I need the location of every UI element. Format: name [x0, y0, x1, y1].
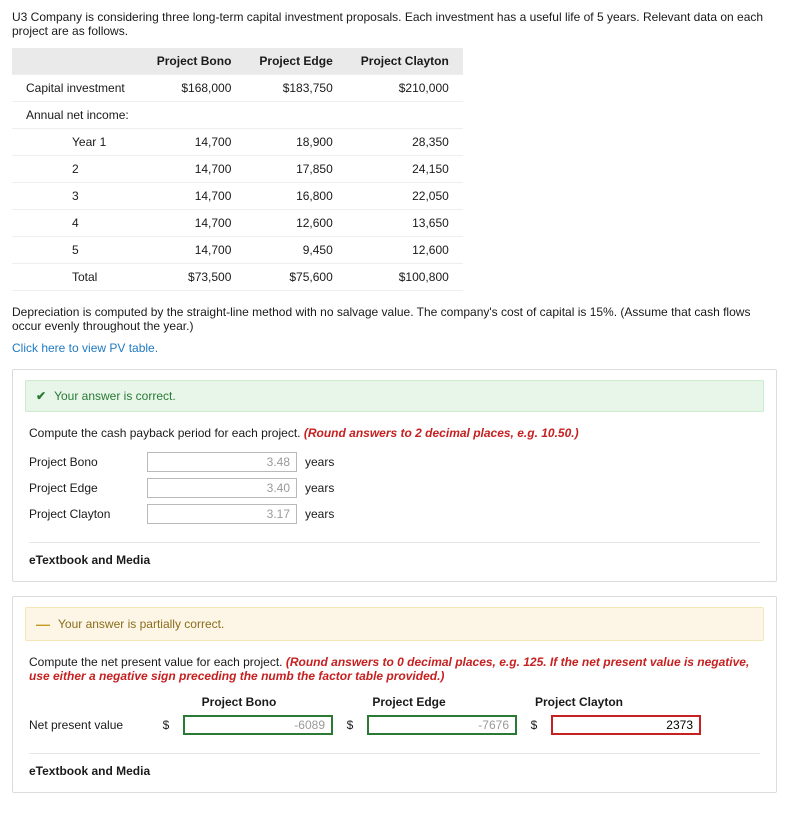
- col-blank: [12, 48, 143, 75]
- payback-label: Project Edge: [29, 481, 139, 495]
- dollar-1: $: [159, 718, 173, 732]
- table-cell: 28,350: [347, 129, 463, 156]
- table-row-label: 2: [12, 156, 143, 183]
- table-row-label: 3: [12, 183, 143, 210]
- total-bono: $73,500: [143, 264, 246, 291]
- table-cell: 22,050: [347, 183, 463, 210]
- table-cell: $210,000: [347, 75, 463, 102]
- table-cell: $168,000: [143, 75, 246, 102]
- payback-label: Project Bono: [29, 455, 139, 469]
- table-cell: 9,450: [245, 237, 346, 264]
- col-edge: Project Edge: [245, 48, 346, 75]
- table-cell: 24,150: [347, 156, 463, 183]
- card-npv: — Your answer is partially correct. Comp…: [12, 596, 777, 793]
- npv-prompt-plain: Compute the net present value for each p…: [29, 655, 286, 669]
- table-cell: 13,650: [347, 210, 463, 237]
- payback-prompt: Compute the cash payback period for each…: [29, 426, 760, 440]
- dollar-3: $: [527, 718, 541, 732]
- npv-input-bono[interactable]: -6089: [183, 715, 333, 735]
- payback-unit: years: [305, 455, 334, 469]
- table-cell: [245, 102, 346, 129]
- total-edge: $75,600: [245, 264, 346, 291]
- check-icon: ✔: [36, 389, 46, 403]
- table-row-label: Capital investment: [12, 75, 143, 102]
- table-cell: 17,850: [245, 156, 346, 183]
- table-cell: 14,700: [143, 183, 246, 210]
- payback-input[interactable]: 3.40: [147, 478, 297, 498]
- col-bono: Project Bono: [143, 48, 246, 75]
- depreciation-note: Depreciation is computed by the straight…: [12, 305, 777, 333]
- payback-unit: years: [305, 481, 334, 495]
- card-payback: ✔ Your answer is correct. Compute the ca…: [12, 369, 777, 582]
- dollar-2: $: [343, 718, 357, 732]
- etextbook-link-2[interactable]: eTextbook and Media: [29, 753, 760, 778]
- table-cell: 16,800: [245, 183, 346, 210]
- table-row-label: Year 1: [12, 129, 143, 156]
- table-cell: 14,700: [143, 129, 246, 156]
- npv-input-edge[interactable]: -7676: [367, 715, 517, 735]
- table-cell: 14,700: [143, 210, 246, 237]
- table-cell: [143, 102, 246, 129]
- banner-correct-text: Your answer is correct.: [54, 389, 176, 403]
- npv-headers: Project Bono Project Edge Project Clayto…: [159, 695, 760, 709]
- total-clayton: $100,800: [347, 264, 463, 291]
- table-cell: 12,600: [245, 210, 346, 237]
- npv-col-clayton: Project Clayton: [499, 695, 659, 709]
- npv-row-label: Net present value: [29, 718, 149, 732]
- banner-correct: ✔ Your answer is correct.: [25, 380, 764, 412]
- table-cell: 12,600: [347, 237, 463, 264]
- table-cell: $183,750: [245, 75, 346, 102]
- payback-prompt-hint: (Round answers to 2 decimal places, e.g.…: [304, 426, 579, 440]
- npv-row: Net present value $ -6089 $ -7676 $ 2373: [29, 715, 760, 735]
- npv-col-edge: Project Edge: [329, 695, 489, 709]
- total-label: Total: [12, 264, 143, 291]
- table-row-label: 5: [12, 237, 143, 264]
- banner-partial-text: Your answer is partially correct.: [58, 617, 224, 631]
- banner-partial: — Your answer is partially correct.: [25, 607, 764, 641]
- table-row-label: 4: [12, 210, 143, 237]
- npv-prompt: Compute the net present value for each p…: [29, 655, 760, 683]
- table-cell: [347, 102, 463, 129]
- payback-label: Project Clayton: [29, 507, 139, 521]
- payback-input[interactable]: 3.48: [147, 452, 297, 472]
- payback-prompt-plain: Compute the cash payback period for each…: [29, 426, 304, 440]
- payback-input[interactable]: 3.17: [147, 504, 297, 524]
- payback-unit: years: [305, 507, 334, 521]
- col-clayton: Project Clayton: [347, 48, 463, 75]
- etextbook-link-1[interactable]: eTextbook and Media: [29, 542, 760, 567]
- pv-table-link[interactable]: Click here to view PV table.: [12, 341, 777, 355]
- dash-icon: —: [36, 616, 50, 632]
- table-row-label: Annual net income:: [12, 102, 143, 129]
- table-cell: 14,700: [143, 237, 246, 264]
- npv-input-clayton[interactable]: 2373: [551, 715, 701, 735]
- table-cell: 18,900: [245, 129, 346, 156]
- investment-table: Project Bono Project Edge Project Clayto…: [12, 48, 463, 291]
- table-cell: 14,700: [143, 156, 246, 183]
- intro-text: U3 Company is considering three long-ter…: [12, 10, 777, 38]
- npv-col-bono: Project Bono: [159, 695, 319, 709]
